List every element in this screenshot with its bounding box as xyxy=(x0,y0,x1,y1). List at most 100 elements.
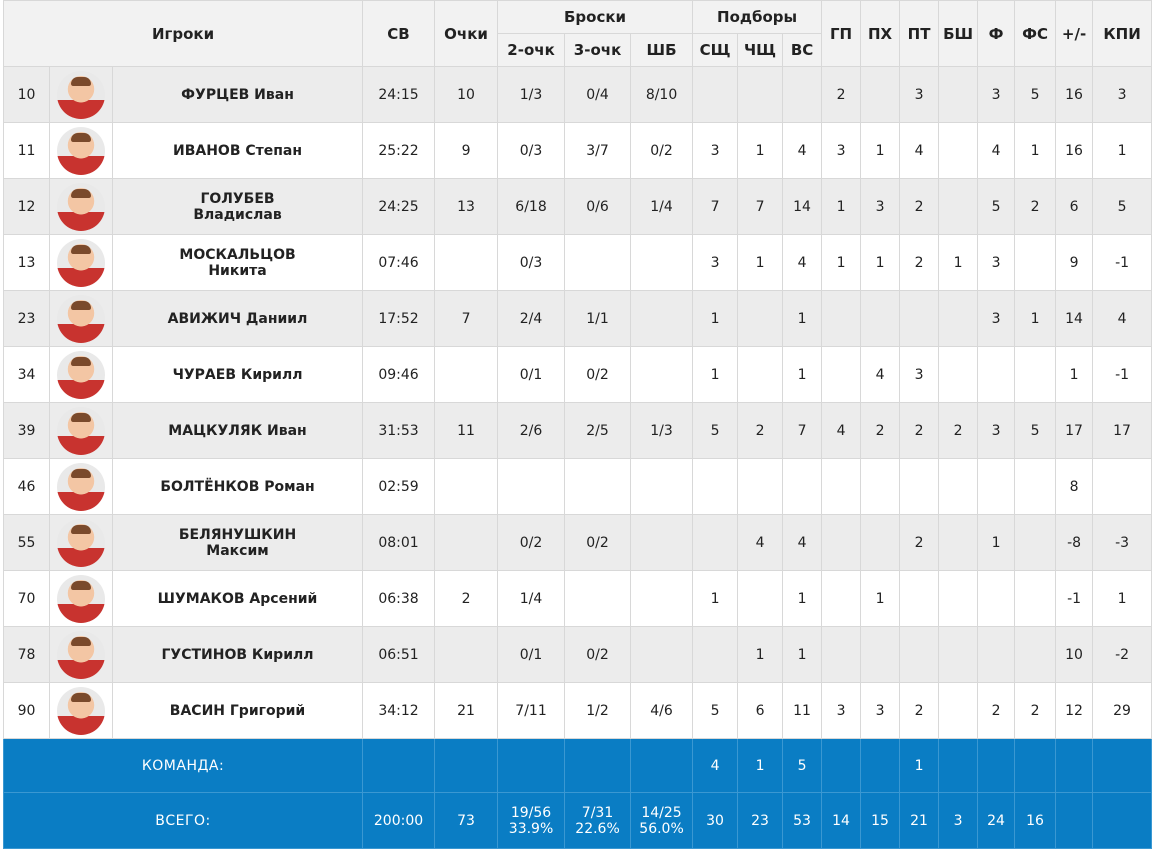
header-steals[interactable]: ПТ xyxy=(899,0,940,67)
player-free-throws: 1/3 xyxy=(630,402,694,459)
player-avatar[interactable] xyxy=(57,574,105,623)
player-name[interactable]: ВАСИН Григорий xyxy=(111,682,364,739)
total-two-pt: 19/56 33.9% xyxy=(497,792,566,849)
player-turnovers: 1 xyxy=(860,122,901,179)
player-name[interactable]: БОЛТЁНКОВ Роман xyxy=(111,458,364,515)
player-row[interactable]: 11 ИВАНОВ Степан 25:22 9 0/3 3/7 0/2 3 1 4 3 1 4 4 1 16… xyxy=(3,122,1152,179)
player-avatar[interactable] xyxy=(57,630,105,679)
player-efficiency: 4 xyxy=(1092,290,1152,347)
header-reb-total[interactable]: ВС xyxy=(782,33,823,67)
header-turnovers[interactable]: ПХ xyxy=(860,0,901,67)
header-players[interactable]: Игроки xyxy=(2,0,364,67)
header-free-throws[interactable]: ШБ xyxy=(630,33,694,67)
player-avatar[interactable] xyxy=(57,518,105,567)
player-row[interactable]: 46 БОЛТЁНКОВ Роман 02:59 8 xyxy=(3,458,1152,515)
player-two-pt: 1/3 xyxy=(497,66,566,123)
player-minutes: 02:59 xyxy=(362,458,436,515)
player-avatar[interactable] xyxy=(57,70,105,119)
player-name[interactable]: БЕЛЯНУШКИН Максим xyxy=(111,514,364,571)
player-assists xyxy=(821,458,862,515)
player-efficiency: -1 xyxy=(1092,234,1152,291)
header-blocks[interactable]: БШ xyxy=(938,0,979,67)
player-assists xyxy=(821,346,862,403)
player-number: 13 xyxy=(3,234,50,291)
header-three-pt[interactable]: 3-очк xyxy=(564,33,632,67)
player-row[interactable]: 10 ФУРЦЕВ Иван 24:15 10 1/3 0/4 8/10 2 3 3 5 16 3 xyxy=(3,66,1152,123)
player-two-pt: 6/18 xyxy=(497,178,566,235)
header-rebounds: Подборы xyxy=(692,0,823,34)
total-two-pt-pct: 33.9% xyxy=(508,820,554,837)
player-free-throws xyxy=(630,514,694,571)
player-row[interactable]: 13 МОСКАЛЬЦОВ Никита 07:46 0/3 3 1 4 1 1 2 1 3 9 -1 xyxy=(3,234,1152,291)
total-assists: 14 xyxy=(821,792,862,849)
header-fouls-drawn[interactable]: ФС xyxy=(1014,0,1057,67)
player-fouls xyxy=(977,626,1016,683)
player-points: 7 xyxy=(434,290,499,347)
player-blocks xyxy=(938,514,979,571)
header-assists[interactable]: ГП xyxy=(821,0,862,67)
player-row[interactable]: 12 ГОЛУБЕВ Владислав 24:25 13 6/18 0/6 1/4 7 7 14 1… xyxy=(3,178,1152,235)
player-name[interactable]: ГОЛУБЕВ Владислав xyxy=(111,178,364,235)
player-row[interactable]: 55 БЕЛЯНУШКИН Максим 08:01 0/2 0/2 4 4 2 1 -8 -3 xyxy=(3,514,1152,571)
team-label: КОМАНДА: xyxy=(2,738,364,793)
player-name[interactable]: МОСКАЛЬЦОВ Никита xyxy=(111,234,364,291)
player-name-line1: ЧУРАЕВ Кирилл xyxy=(172,366,303,383)
header-efficiency[interactable]: КПИ xyxy=(1092,0,1152,67)
header-plus-minus[interactable]: +/- xyxy=(1055,0,1094,67)
player-name[interactable]: ГУСТИНОВ Кирилл xyxy=(111,626,364,683)
total-two-pt-made: 19/56 xyxy=(510,804,552,821)
player-name[interactable]: АВИЖИЧ Даниил xyxy=(111,290,364,347)
player-avatar[interactable] xyxy=(57,126,105,175)
player-avatar[interactable] xyxy=(57,294,105,343)
player-points xyxy=(434,346,499,403)
header-reb-off[interactable]: ЧЩ xyxy=(737,33,784,67)
player-assists: 3 xyxy=(821,682,862,739)
player-name[interactable]: МАЦКУЛЯК Иван xyxy=(111,402,364,459)
player-turnovers: 2 xyxy=(860,402,901,459)
player-steals xyxy=(899,570,940,627)
player-name[interactable]: ШУМАКОВ Арсений xyxy=(111,570,364,627)
player-free-throws xyxy=(630,626,694,683)
header-reb-def[interactable]: СЩ xyxy=(692,33,739,67)
header-two-pt[interactable]: 2-очк xyxy=(497,33,566,67)
player-name-line1: БОЛТЁНКОВ Роман xyxy=(160,478,315,495)
player-row[interactable]: 70 ШУМАКОВ Арсений 06:38 2 1/4 1 1 1 -1 1 xyxy=(3,570,1152,627)
player-assists: 1 xyxy=(821,234,862,291)
team-cell xyxy=(630,738,694,793)
player-avatar[interactable] xyxy=(57,350,105,399)
player-photo-cell xyxy=(49,626,113,683)
total-ft-pct: 56.0% xyxy=(639,820,684,837)
header-fouls[interactable]: Ф xyxy=(977,0,1016,67)
player-row[interactable]: 90 ВАСИН Григорий 34:12 21 7/11 1/2 4/6 5 6 11 3 3 2… xyxy=(3,682,1152,739)
player-photo-cell xyxy=(49,234,113,291)
player-fouls: 4 xyxy=(977,122,1016,179)
player-avatar[interactable] xyxy=(57,406,105,455)
player-avatar[interactable] xyxy=(57,238,105,287)
player-row[interactable]: 23 АВИЖИЧ Даниил 17:52 7 2/4 1/1 1 1 3 1 14 4 xyxy=(3,290,1152,347)
player-minutes: 24:15 xyxy=(362,66,436,123)
player-number: 34 xyxy=(3,346,50,403)
player-row[interactable]: 34 ЧУРАЕВ Кирилл 09:46 0/1 0/2 1 1 4 3 1 -1 xyxy=(3,346,1152,403)
player-plus-minus: -8 xyxy=(1055,514,1094,571)
player-two-pt: 0/1 xyxy=(497,626,566,683)
player-row[interactable]: 39 МАЦКУЛЯК Иван 31:53 11 2/6 2/5 1/3 5 2 7 4 2 2 2 3 5… xyxy=(3,402,1152,459)
player-two-pt: 2/4 xyxy=(497,290,566,347)
player-number: 46 xyxy=(3,458,50,515)
player-name[interactable]: ЧУРАЕВ Кирилл xyxy=(111,346,364,403)
header-points[interactable]: Очки xyxy=(434,0,499,67)
player-blocks xyxy=(938,682,979,739)
player-avatar[interactable] xyxy=(57,686,105,735)
player-fouls-drawn xyxy=(1014,346,1057,403)
player-avatar[interactable] xyxy=(57,182,105,231)
total-reb-total: 53 xyxy=(782,792,823,849)
player-assists: 3 xyxy=(821,122,862,179)
player-name[interactable]: ИВАНОВ Степан xyxy=(111,122,364,179)
player-name[interactable]: ФУРЦЕВ Иван xyxy=(111,66,364,123)
total-reb-off: 23 xyxy=(737,792,784,849)
player-name-line1: МАЦКУЛЯК Иван xyxy=(168,422,307,439)
header-minutes[interactable]: СВ xyxy=(362,0,436,67)
total-row: ВСЕГО: 200:00 73 19/56 33.9% 7/31 22.6% 14… xyxy=(2,792,1152,849)
player-row[interactable]: 78 ГУСТИНОВ Кирилл 06:51 0/1 0/2 1 1 10 -2 xyxy=(3,626,1152,683)
player-blocks xyxy=(938,626,979,683)
player-avatar[interactable] xyxy=(57,462,105,511)
